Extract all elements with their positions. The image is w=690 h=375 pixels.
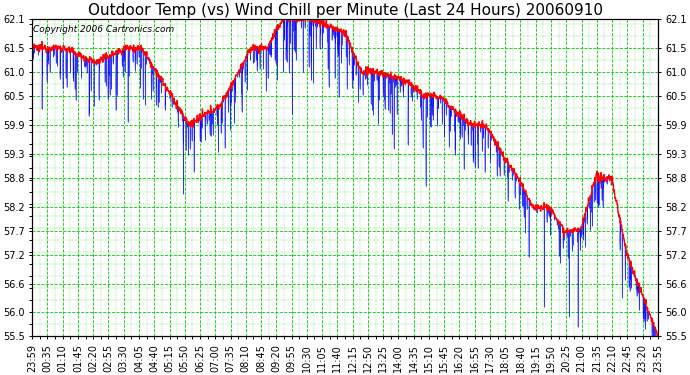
Title: Outdoor Temp (vs) Wind Chill per Minute (Last 24 Hours) 20060910: Outdoor Temp (vs) Wind Chill per Minute …: [88, 3, 602, 18]
Text: Copyright 2006 Cartronics.com: Copyright 2006 Cartronics.com: [33, 25, 175, 34]
